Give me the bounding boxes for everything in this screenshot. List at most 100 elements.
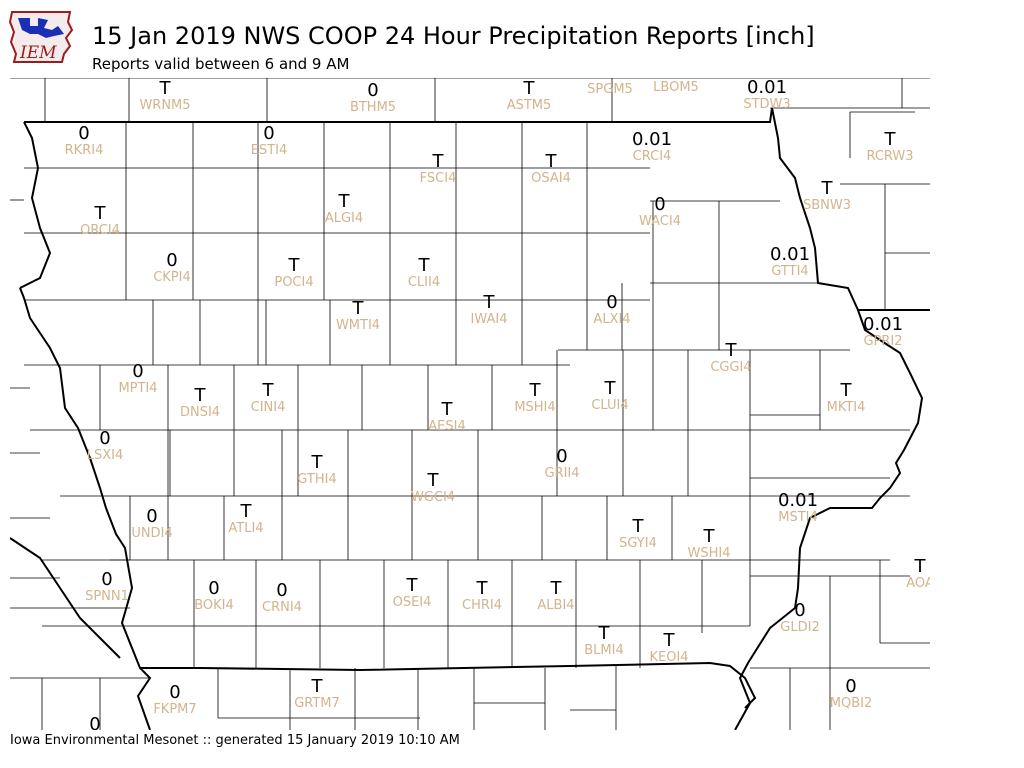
station-id-label: LSXI4 [87, 448, 124, 463]
station-value: T [604, 78, 617, 83]
station-id-label: RCRW3 [866, 149, 913, 164]
station-id-label: FSCI4 [420, 171, 457, 186]
station-id-label: GRTM7 [294, 696, 340, 711]
station-value: T [725, 340, 738, 361]
station-id-label: SPNN1 [85, 589, 129, 604]
station-value: T [529, 380, 542, 401]
station-id-label: SGYI4 [619, 536, 657, 551]
station-id-label: KEOI4 [649, 650, 688, 665]
page-subtitle: Reports valid between 6 and 9 AM [92, 55, 350, 73]
station-value: T [94, 203, 107, 224]
station-value: 0 [208, 578, 219, 599]
station-id-label: MSTI4 [778, 510, 818, 525]
station-id-label: AESI4 [428, 419, 465, 434]
state-borders [10, 107, 930, 730]
station-value: 0 [263, 123, 274, 144]
station-id-label: GTTI4 [771, 264, 808, 279]
stations-layer: TWRNM50BTHM5TASTM5TSPGM5TLBOM50.01STDW30… [65, 78, 930, 730]
station-id-label: GRII4 [544, 466, 579, 481]
station-id-label: CHRI4 [462, 598, 502, 613]
station-id-label: GTHI4 [297, 472, 336, 487]
station-value: T [523, 78, 536, 99]
station-id-label: MSHI4 [514, 400, 555, 415]
station-value: T [427, 470, 440, 491]
station-id-label: CRNI4 [262, 600, 302, 615]
station-id-label: ALGI4 [325, 211, 363, 226]
station-id-label: OSEI4 [393, 595, 432, 610]
iem-logo: IEM [8, 8, 78, 66]
station-id-label: WRNM5 [139, 98, 190, 113]
station-value: T [194, 385, 207, 406]
station-value: T [406, 575, 419, 596]
station-id-label: MQBI2 [830, 696, 872, 711]
station-value: T [288, 255, 301, 276]
station-spgm5: TSPGM5 [587, 78, 633, 97]
station-id-label: BTHM5 [350, 100, 396, 115]
station-id-label: OSAI4 [531, 171, 571, 186]
precipitation-map: TWRNM50BTHM5TASTM5TSPGM5TLBOM50.01STDW30… [10, 78, 930, 730]
station-value: T [604, 378, 617, 399]
map-canvas: TWRNM50BTHM5TASTM5TSPGM5TLBOM50.01STDW30… [10, 78, 930, 730]
station-value: T [840, 380, 853, 401]
station-value: 0 [556, 446, 567, 467]
station-id-label: GLDI2 [780, 620, 819, 635]
station-id-label: CLII4 [408, 275, 440, 290]
station-value: 0 [169, 682, 180, 703]
station-id-label: FKPM7 [153, 702, 196, 717]
station-id-label: CRCI4 [633, 149, 672, 164]
station-value: T [632, 516, 645, 537]
station-value: T [821, 178, 834, 199]
station-value: T [884, 129, 897, 150]
station-id-label: LBOM5 [653, 80, 699, 95]
station-value: T [432, 151, 445, 172]
station-id-label: ORCI4 [80, 223, 120, 238]
station-id-label: WSHI4 [688, 546, 731, 561]
station-value: 0 [367, 80, 378, 101]
station-id-label: STDW3 [743, 97, 790, 112]
station-value: T [670, 78, 683, 81]
station-id-label: ATLI4 [228, 521, 263, 536]
station-value: 0.01 [770, 244, 810, 265]
station-lbom5: TLBOM5 [653, 78, 699, 95]
station-value: T [418, 255, 431, 276]
station-value: 0 [132, 361, 143, 382]
station-value: T [441, 399, 454, 420]
station-value: T [338, 191, 351, 212]
footer-credit: Iowa Environmental Mesonet :: generated … [10, 733, 460, 748]
station-id-label: POCI4 [274, 275, 313, 290]
logo-text: IEM [19, 43, 57, 63]
station-value: T [663, 630, 676, 651]
